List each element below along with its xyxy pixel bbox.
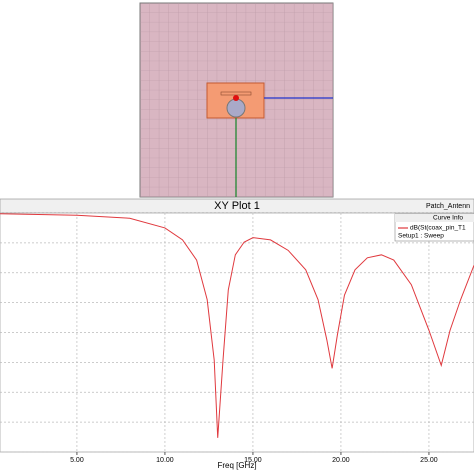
x-axis-label: Freq [GHz]: [217, 461, 256, 470]
chart-title: XY Plot 1: [214, 200, 260, 212]
legend-label: dB(St(coax_pin_T1: [410, 225, 466, 232]
x-tick-label: 15.00: [244, 457, 262, 464]
origin: [233, 95, 239, 101]
coax-pin: [226, 98, 246, 118]
x-tick-label: 25.00: [420, 457, 438, 464]
legend-title: Curve Info: [433, 215, 463, 222]
x-tick-label: 20.00: [332, 457, 350, 464]
legend-note: Setup1 : Sweep: [398, 233, 444, 240]
model-view: [139, 2, 334, 198]
x-tick-label: 10.00: [156, 457, 174, 464]
grid: [0, 212, 474, 453]
x-axis: 5.00 10.00 15.00 20.00 25.00: [70, 452, 438, 464]
legend-header: [395, 214, 474, 222]
project-label: Patch_Antenn: [426, 203, 470, 210]
curves: [0, 213, 474, 438]
curve: [0, 213, 474, 438]
x-tick-label: 5.00: [70, 457, 84, 464]
